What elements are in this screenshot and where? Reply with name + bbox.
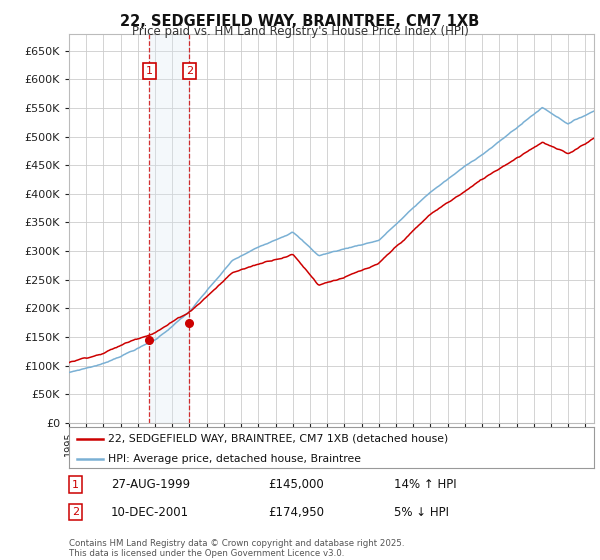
Text: Price paid vs. HM Land Registry's House Price Index (HPI): Price paid vs. HM Land Registry's House … [131, 25, 469, 38]
Text: 14% ↑ HPI: 14% ↑ HPI [395, 478, 457, 491]
Text: 2: 2 [72, 507, 79, 517]
Text: 1: 1 [72, 479, 79, 489]
Text: £174,950: £174,950 [269, 506, 325, 519]
Text: 5% ↓ HPI: 5% ↓ HPI [395, 506, 449, 519]
Text: Contains HM Land Registry data © Crown copyright and database right 2025.
This d: Contains HM Land Registry data © Crown c… [69, 539, 404, 558]
Text: 22, SEDGEFIELD WAY, BRAINTREE, CM7 1XB (detached house): 22, SEDGEFIELD WAY, BRAINTREE, CM7 1XB (… [109, 433, 449, 444]
Text: 2: 2 [186, 66, 193, 76]
Text: HPI: Average price, detached house, Braintree: HPI: Average price, detached house, Brai… [109, 454, 361, 464]
Text: 27-AUG-1999: 27-AUG-1999 [111, 478, 190, 491]
Bar [149, 34, 190, 423]
Text: 22, SEDGEFIELD WAY, BRAINTREE, CM7 1XB: 22, SEDGEFIELD WAY, BRAINTREE, CM7 1XB [121, 14, 479, 29]
Text: 10-DEC-2001: 10-DEC-2001 [111, 506, 189, 519]
Text: 1: 1 [146, 66, 153, 76]
Text: £145,000: £145,000 [269, 478, 324, 491]
